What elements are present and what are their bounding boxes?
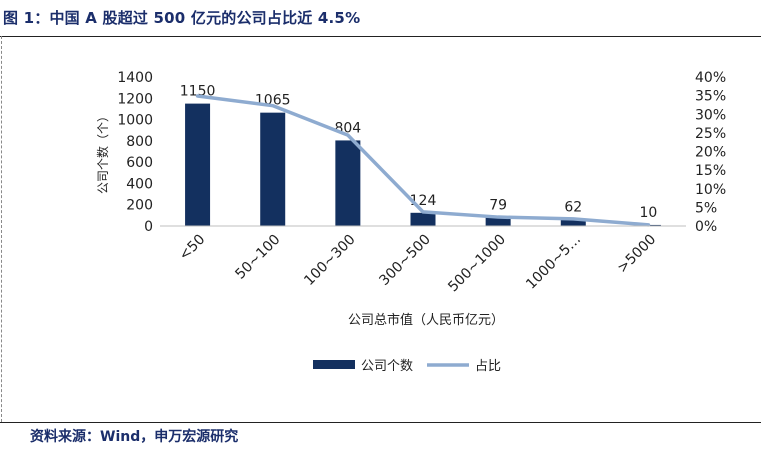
left-tick-label: 0 xyxy=(144,219,153,235)
bar xyxy=(185,103,211,226)
x-axis-ticks: <50 50~100 100~300 300~500 500~1000 1000~5… >5… xyxy=(176,232,659,296)
left-tick-label: 600 xyxy=(126,155,153,171)
legend-bar-label: 公司个数 xyxy=(361,359,413,374)
left-tick-label: 200 xyxy=(126,198,153,214)
bar xyxy=(335,140,361,226)
x-tick-label: 300~500 xyxy=(376,232,433,289)
left-axis-ticks: 0 200 400 600 800 1000 1200 1400 xyxy=(117,70,153,235)
share-line xyxy=(195,94,651,227)
right-tick-label: 15% xyxy=(695,163,726,179)
x-tick-label: 1000~5… xyxy=(523,232,584,293)
source-note: 资料来源：Wind，申万宏源研究 xyxy=(30,429,239,445)
bar-value-label: 62 xyxy=(564,199,582,215)
right-tick-label: 35% xyxy=(695,89,726,105)
left-tick-label: 1000 xyxy=(117,113,153,129)
top-rule xyxy=(0,36,761,37)
bar-value-label: 79 xyxy=(489,198,507,214)
left-tick-label: 400 xyxy=(126,176,153,192)
legend-bar-swatch xyxy=(313,360,355,369)
right-tick-label: 25% xyxy=(695,126,726,142)
right-tick-label: 5% xyxy=(695,200,717,216)
right-tick-label: 10% xyxy=(695,182,726,198)
left-tick-label: 1400 xyxy=(117,70,153,86)
x-tick-label: 50~100 xyxy=(232,232,283,283)
x-axis-label: 公司总市值（人民币亿元） xyxy=(348,312,504,328)
bottom-rule xyxy=(0,422,761,423)
bar xyxy=(260,112,286,226)
x-tick-label: <50 xyxy=(176,232,208,264)
y-axis-label: 公司个数（个） xyxy=(95,110,110,194)
x-tick-label: 100~300 xyxy=(301,232,358,289)
left-tick-label: 800 xyxy=(126,134,153,150)
line-series xyxy=(195,94,651,227)
figure-title: 图 1：中国 A 股超过 500 亿元的公司占比近 4.5% xyxy=(3,9,361,27)
legend: 公司个数 占比 xyxy=(313,359,501,374)
bar-value-label: 10 xyxy=(640,205,658,221)
bar xyxy=(485,217,511,226)
bar xyxy=(410,212,436,226)
right-axis-ticks: 0% 5% 10% 15% 20% 25% 30% 35% 40% xyxy=(695,70,726,235)
x-tick-label: 500~1000 xyxy=(445,232,509,296)
bar xyxy=(560,219,586,226)
right-tick-label: 40% xyxy=(695,70,726,86)
right-tick-label: 30% xyxy=(695,107,726,123)
legend-line-label: 占比 xyxy=(475,359,501,374)
x-tick-label: >5000 xyxy=(614,232,659,277)
right-tick-label: 0% xyxy=(695,219,717,235)
left-dashed-border xyxy=(1,36,2,422)
left-tick-label: 1200 xyxy=(117,91,153,107)
right-tick-label: 20% xyxy=(695,145,726,161)
